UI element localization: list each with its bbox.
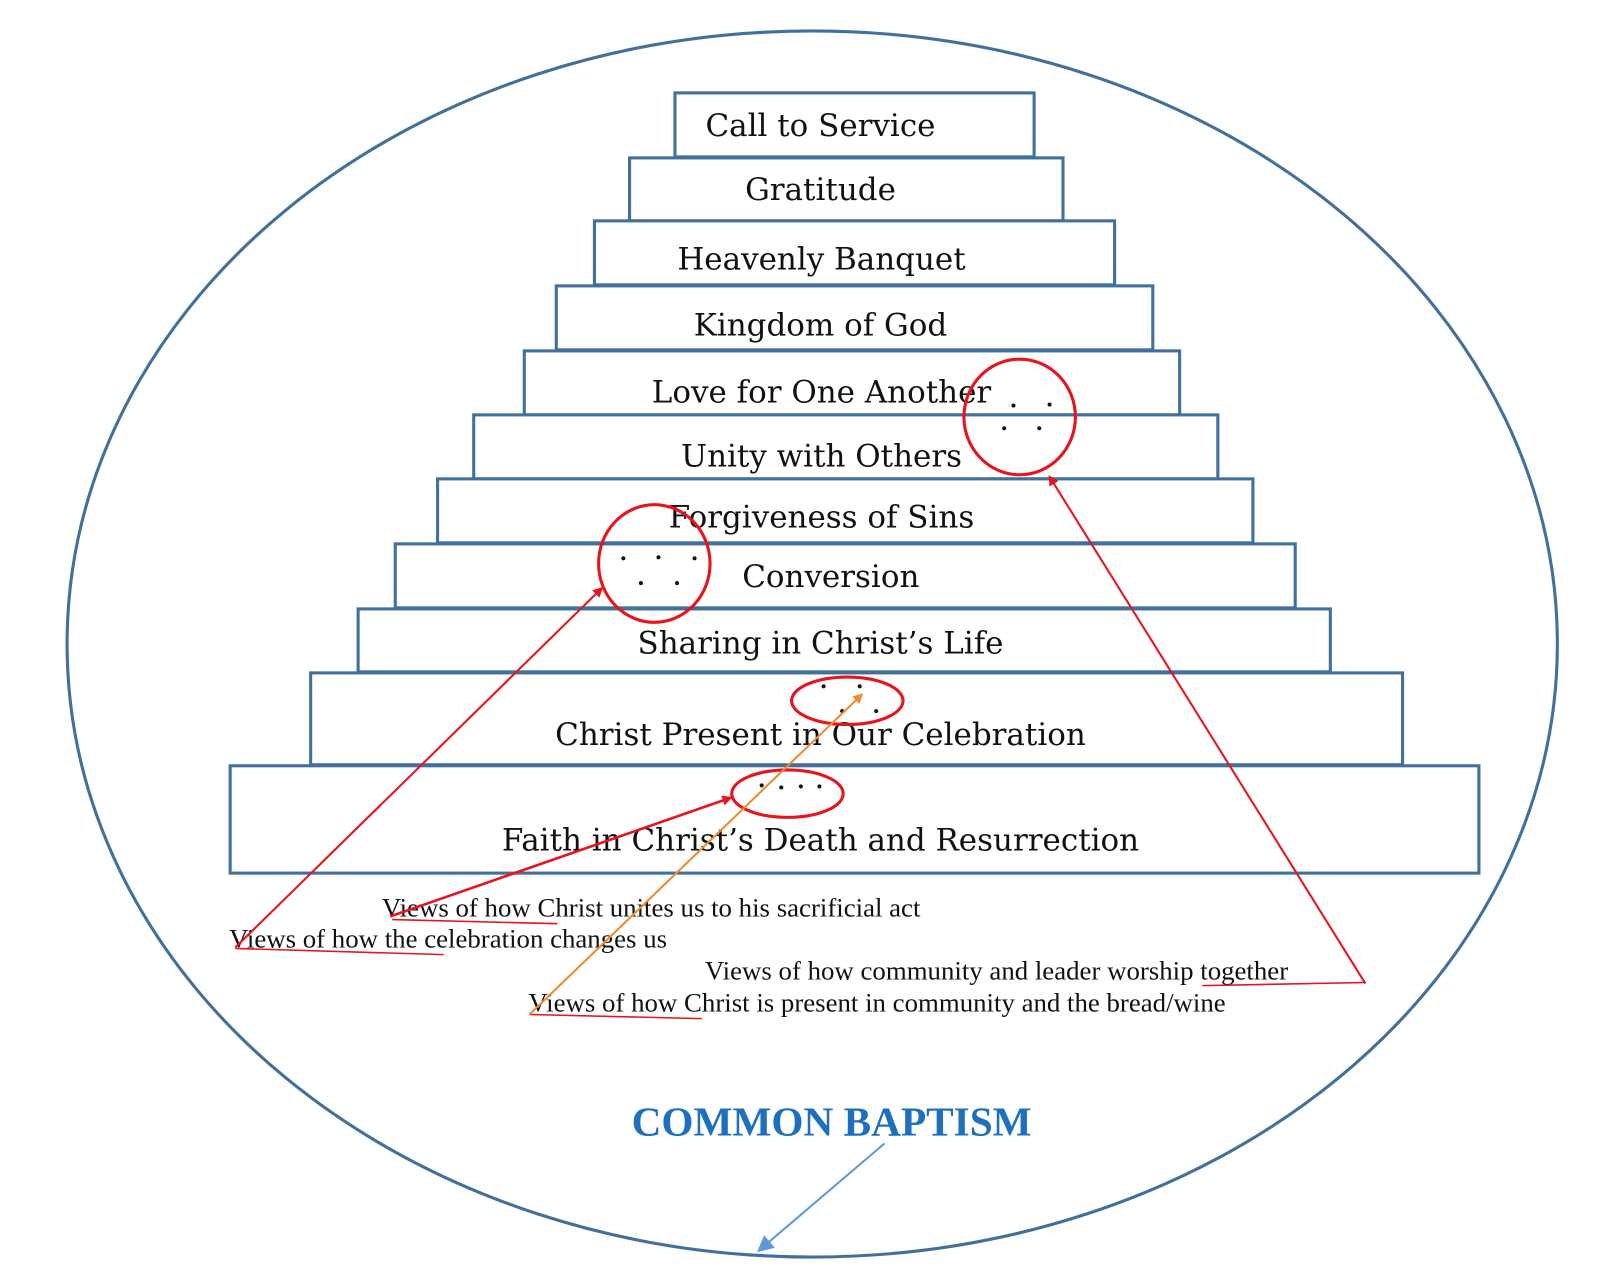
step-unity-with-others: Unity with Others [472, 413, 1220, 481]
step-label: Forgiveness of Sins [669, 499, 974, 535]
step-label: Unity with Others [681, 438, 962, 474]
arrow-celebration-to-conversion [234, 586, 604, 949]
spellcheck-underline [235, 947, 444, 956]
step-gratitude: Gratitude [628, 156, 1065, 223]
step-sharing-in-christs-life: Sharing in Christ’s Life [356, 607, 1332, 674]
arrow-baptism-to-ellipse [756, 1142, 886, 1253]
step-call-to-service: Call to Service [673, 91, 1036, 159]
step-label: Kingdom of God [694, 307, 948, 343]
step-label: Conversion [742, 559, 919, 595]
step-faith-in-christ: Faith in Christ’s Death and Resurrection [228, 764, 1481, 875]
arrow-community-to-unity [1048, 475, 1367, 985]
spellcheck-underline [1202, 981, 1366, 987]
step-label: Call to Service [705, 108, 935, 144]
step-label: Faith in Christ’s Death and Resurrection [502, 822, 1139, 858]
step-label: Love for One Another [652, 375, 992, 411]
highlight-ring-love-unity [962, 357, 1077, 477]
highlight-ring-forgiveness-conversion [597, 503, 712, 624]
common-baptism-label: COMMON BAPTISM [632, 1098, 1032, 1144]
spellcheck-underline [529, 1013, 702, 1020]
step-forgiveness-of-sins: Forgiveness of Sins [436, 477, 1255, 545]
step-label: Sharing in Christ’s Life [637, 625, 1003, 661]
arrow-present-to-christ-present [528, 693, 864, 1016]
view-label-christ-present: Views of how Christ is present in commun… [528, 987, 1225, 1017]
outer-baptism-ellipse [65, 29, 1559, 1259]
arrow-sacrificial-to-faith [389, 795, 733, 918]
step-heavenly-banquet: Heavenly Banquet [592, 219, 1117, 287]
view-label-community-leader: Views of how community and leader worshi… [705, 955, 1288, 985]
step-kingdom-of-god: Kingdom of God [554, 284, 1155, 352]
spellcheck-underline [392, 918, 558, 925]
step-label: Gratitude [745, 172, 896, 208]
step-conversion: Conversion [393, 542, 1297, 610]
highlight-ring-faith [730, 768, 845, 819]
step-love-for-one-another: Love for One Another [522, 349, 1182, 417]
view-label-celebration-changes: Views of how the celebration changes us [229, 923, 667, 953]
highlight-ring-christ-present [790, 675, 905, 727]
step-christ-present: Christ Present in Our Celebration [309, 671, 1405, 767]
step-label: Heavenly Banquet [677, 241, 966, 277]
